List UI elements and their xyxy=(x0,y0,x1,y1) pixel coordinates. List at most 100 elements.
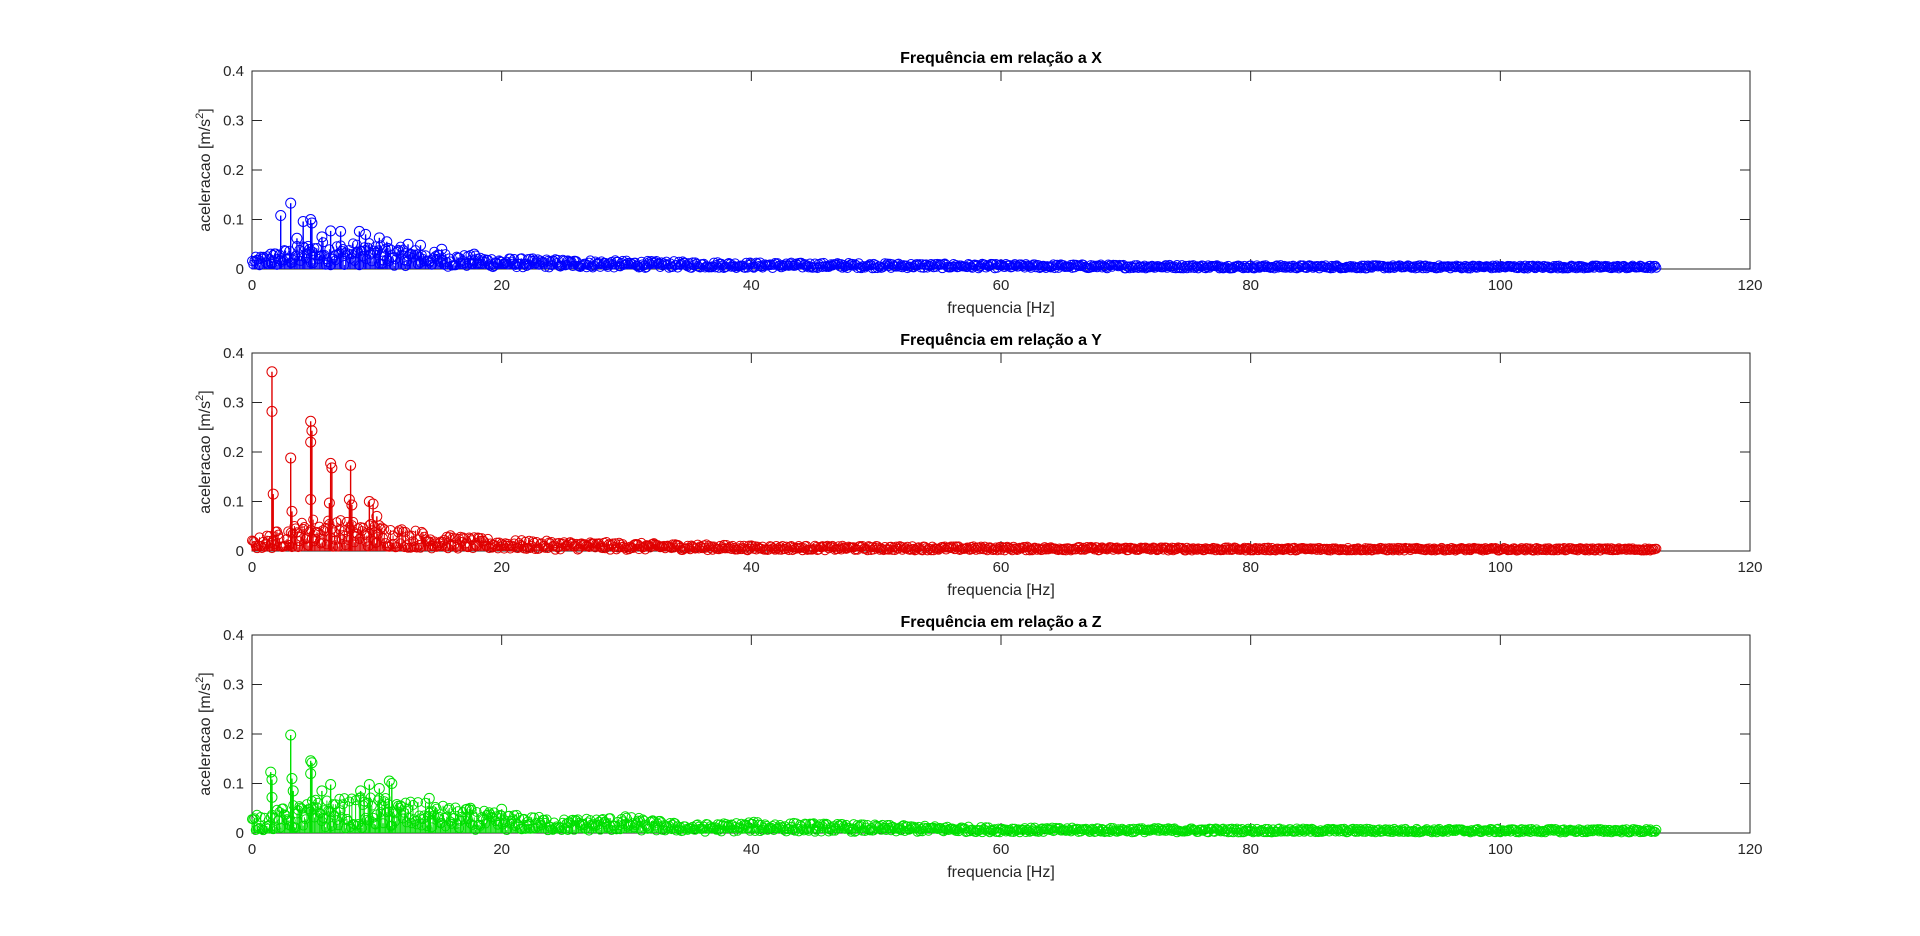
axes-box xyxy=(251,70,1751,270)
stem-marker xyxy=(457,532,468,543)
x-tick-label: 60 xyxy=(993,841,1010,858)
stem-peak-marker xyxy=(345,459,357,471)
stem-marker xyxy=(298,523,309,534)
stem-peak-marker xyxy=(402,238,414,250)
stem-marker xyxy=(798,259,809,270)
chart-title: Frequência em relação a Z xyxy=(901,614,1102,631)
stem-marker xyxy=(496,538,507,549)
stem-marker xyxy=(434,249,445,260)
stem-marker xyxy=(396,524,407,535)
stem-marker xyxy=(445,530,456,541)
x-tick-label: 0 xyxy=(248,841,256,858)
x-tick-label: 120 xyxy=(1737,559,1762,576)
stem-marker xyxy=(366,800,377,811)
stem-peak-marker xyxy=(297,215,309,227)
stem-marker xyxy=(506,256,517,267)
y-tick-label: 0.3 xyxy=(223,395,244,412)
y-axis-label-base: aceleracao [m/s xyxy=(197,119,214,232)
stem-peak-marker xyxy=(326,462,338,474)
stem-marker xyxy=(258,251,269,262)
y-tick-label: 0.3 xyxy=(223,677,244,694)
stem-peak-marker xyxy=(353,225,365,237)
stem-marker xyxy=(294,801,305,812)
x-tick-label: 20 xyxy=(493,559,510,576)
stem-peak-marker xyxy=(306,425,318,437)
y-axis-label-end: ] xyxy=(197,672,214,676)
stem-peak-marker xyxy=(305,436,317,448)
y-axis-label-end: ] xyxy=(197,390,214,394)
y-tick-label: 0.4 xyxy=(223,627,244,644)
stem-peak-marker xyxy=(291,232,303,244)
y-axis-label-base: aceleracao [m/s xyxy=(197,683,214,796)
stem-marker xyxy=(1650,260,1661,271)
x-tick-label: 40 xyxy=(743,841,760,858)
stem-marker xyxy=(585,255,596,266)
stem-marker xyxy=(339,793,350,804)
stem-series xyxy=(247,729,1662,838)
chart-title: Frequência em relação a X xyxy=(900,50,1102,67)
x-axis-label: frequencia [Hz] xyxy=(947,864,1055,881)
chart-panel-2: 0 20 40 60 80 100 120 0 0.1 0.2 0.3 0.4 Frequência e… xyxy=(194,332,1763,599)
stem-marker xyxy=(316,537,327,548)
stem-marker xyxy=(318,237,329,248)
y-tick-label: 0.2 xyxy=(223,726,244,743)
stem-marker xyxy=(410,525,421,536)
stem-marker xyxy=(383,242,394,253)
stem-peak-marker xyxy=(436,243,448,255)
stem-marker xyxy=(364,238,375,249)
chart-title: Frequência em relação a Y xyxy=(900,332,1102,349)
stem-marker xyxy=(514,538,525,549)
y-axis-label-base: aceleracao [m/s xyxy=(197,401,214,514)
stem-marker xyxy=(319,805,330,816)
stem-peak-marker xyxy=(360,228,372,240)
stem-marker xyxy=(771,540,782,551)
stem-marker xyxy=(833,259,844,270)
x-tick-label: 100 xyxy=(1488,559,1513,576)
stem-marker xyxy=(413,797,424,808)
stem-marker xyxy=(274,807,285,818)
y-axis-label-superscript: 2 xyxy=(194,395,206,401)
y-axis-label-superscript: 2 xyxy=(194,113,206,119)
x-tick-label: 100 xyxy=(1488,841,1513,858)
stem-marker xyxy=(524,535,535,546)
stem-marker xyxy=(541,535,552,546)
stem-marker xyxy=(336,812,347,823)
stem-marker xyxy=(309,243,320,254)
stem-marker xyxy=(284,245,295,256)
stem-marker xyxy=(547,541,558,552)
stem-marker xyxy=(708,257,719,268)
stem-marker xyxy=(610,255,621,266)
axes-box xyxy=(251,634,1751,834)
chart-panel-1: 0 20 40 60 80 100 120 0 0.1 0.2 0.3 0.4 Frequência e… xyxy=(194,50,1763,317)
stem-marker xyxy=(375,240,386,251)
y-tick-label: 0.1 xyxy=(223,776,244,793)
stem-marker xyxy=(348,516,359,527)
stem-peak-marker xyxy=(305,494,317,506)
stem-marker xyxy=(404,812,415,823)
stem-marker xyxy=(1164,259,1175,270)
y-tick-label: 0.1 xyxy=(223,494,244,511)
stem-marker xyxy=(351,239,362,250)
stem-peak-marker xyxy=(266,405,278,417)
y-tick-label: 0.1 xyxy=(223,212,244,229)
stem-marker xyxy=(459,250,470,261)
x-tick-label: 20 xyxy=(493,277,510,294)
stem-marker xyxy=(255,812,266,823)
stem-marker xyxy=(527,253,538,264)
stem-marker xyxy=(249,813,260,824)
stem-marker xyxy=(646,255,657,266)
stem-peak-marker xyxy=(367,498,379,510)
y-tick-label: 0 xyxy=(236,261,244,278)
stem-peak-marker xyxy=(323,497,335,509)
stem-peak-marker xyxy=(335,225,347,237)
axes-box xyxy=(251,352,1751,552)
stem-marker xyxy=(380,793,391,804)
stem-marker xyxy=(420,797,431,808)
y-axis-label-end: ] xyxy=(197,108,214,112)
stem-peak-marker xyxy=(415,239,427,251)
stem-peak-marker xyxy=(371,510,383,522)
y-tick-label: 0.2 xyxy=(223,162,244,179)
stem-marker xyxy=(683,258,694,269)
x-tick-label: 20 xyxy=(493,841,510,858)
